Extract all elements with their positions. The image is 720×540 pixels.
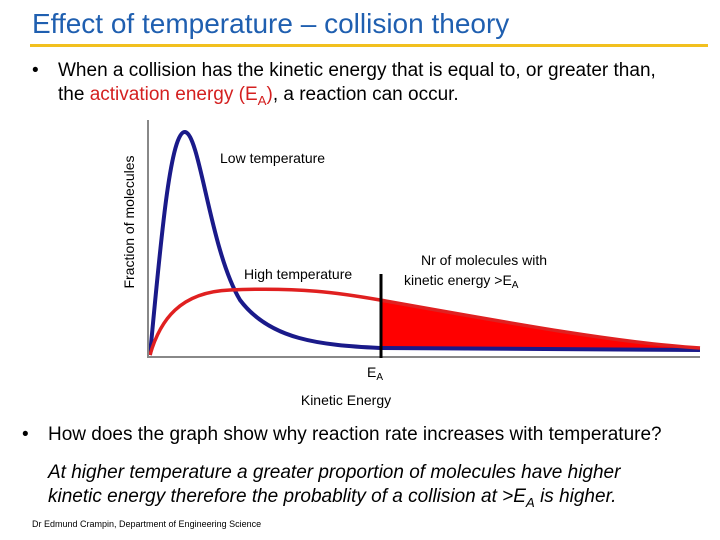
footer: Dr Edmund Crampin, Department of Enginee… xyxy=(32,519,262,529)
text: the xyxy=(58,84,85,105)
bullet-text: When a collision has the kinetic energy … xyxy=(58,60,656,81)
low-curve xyxy=(148,130,701,356)
bullet: • xyxy=(32,60,39,81)
bullet-text: the activation energy (EA), a reaction c… xyxy=(58,84,459,108)
title: Effect of temperature – collision theory xyxy=(32,8,510,39)
subscript: A xyxy=(525,494,535,510)
text: is higher. xyxy=(534,486,617,507)
highlight: activation energy (EA) xyxy=(89,84,273,108)
text: kinetic energy therefore the probablity … xyxy=(48,486,526,507)
label: Nr of molecules with xyxy=(421,252,547,268)
bullet: • xyxy=(22,424,29,445)
label: kinetic energy >EA xyxy=(404,272,519,291)
text: kinetic energy >E xyxy=(404,272,512,288)
ea-label: EA xyxy=(367,364,383,383)
subscript: A xyxy=(376,372,383,383)
text: activation energy (E xyxy=(89,84,258,105)
bullet-text: How does the graph show why reaction rat… xyxy=(48,424,662,445)
subscript: A xyxy=(512,280,519,291)
subscript: A xyxy=(257,92,267,108)
text: ) xyxy=(266,84,273,105)
x-axis-label: Kinetic Energy xyxy=(301,392,391,408)
label: High temperature xyxy=(244,266,352,282)
answer-text: kinetic energy therefore the probablity … xyxy=(48,486,616,510)
text: , a reaction can occur. xyxy=(272,84,459,105)
area xyxy=(380,300,700,350)
label: Low temperature xyxy=(220,150,325,166)
high-curve xyxy=(148,287,701,356)
text: E xyxy=(367,364,376,380)
y-axis-label: Fraction of molecules xyxy=(121,155,137,288)
answer-text: At higher temperature a greater proporti… xyxy=(48,462,621,483)
title-rule xyxy=(30,44,708,47)
